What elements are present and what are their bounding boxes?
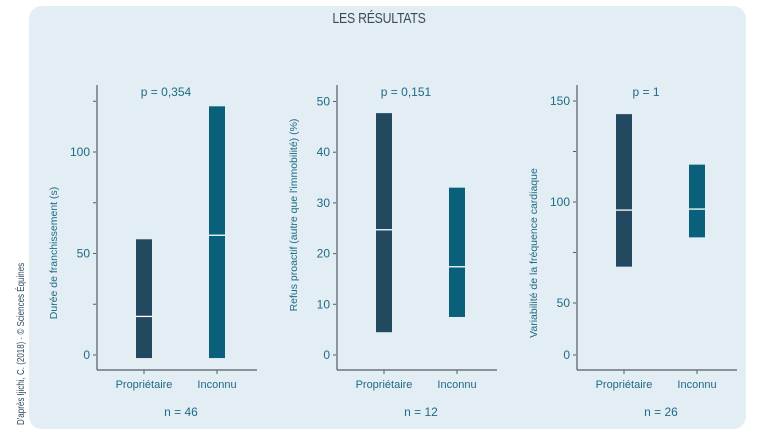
y-tick-label: 150 [550, 94, 570, 108]
y-tick-label: 0 [323, 348, 330, 362]
y-tick-label: 40 [317, 145, 331, 159]
chart-panel-frequence: Variabilité de la fréquence cardiaque p … [528, 85, 737, 419]
y-tick-label: 0 [563, 348, 570, 362]
y-tick-label: 100 [550, 195, 570, 209]
x-label-proprietaire: Propriétaire [116, 379, 173, 391]
chart-panel-duree: Durée de franchissement (s) p = 0,354 n … [48, 85, 257, 419]
range-bar-proprietaire [616, 114, 632, 267]
range-bar-inconnu [689, 164, 705, 238]
x-label-inconnu: Inconnu [437, 379, 476, 391]
y-tick-label: 10 [317, 297, 331, 311]
x-label-inconnu: Inconnu [197, 379, 236, 391]
y-tick-label: 20 [317, 247, 331, 261]
y-tick-label: 50 [557, 296, 571, 310]
y-tick-label: 100 [70, 145, 90, 159]
sample-size: n = 12 [404, 405, 438, 419]
y-axis-label: Durée de franchissement (s) [48, 187, 60, 319]
y-tick-label: 50 [77, 247, 91, 261]
y-axis-label: Refus proactif (autre que l'immobilité) … [288, 119, 300, 312]
x-label-proprietaire: Propriétaire [356, 379, 413, 391]
p-value: p = 0,151 [381, 85, 432, 99]
y-tick-label: 30 [317, 196, 331, 210]
sample-size: n = 26 [644, 405, 678, 419]
range-bar-proprietaire [376, 113, 392, 333]
y-axis-label: Variabilité de la fréquence cardiaque [528, 168, 540, 338]
range-bar-inconnu [449, 187, 465, 317]
range-bar-proprietaire [136, 239, 152, 359]
range-bar-inconnu [209, 106, 225, 359]
y-tick-label: 0 [83, 348, 90, 362]
x-label-inconnu: Inconnu [677, 379, 716, 391]
x-label-proprietaire: Propriétaire [596, 379, 653, 391]
page-title: LES RÉSULTATS [332, 10, 426, 27]
p-value: p = 1 [632, 85, 659, 99]
p-value: p = 0,354 [141, 85, 192, 99]
chart-panel-refus: Refus proactif (autre que l'immobilité) … [288, 85, 497, 419]
y-tick-label: 50 [317, 95, 331, 109]
sample-size: n = 46 [164, 405, 198, 419]
